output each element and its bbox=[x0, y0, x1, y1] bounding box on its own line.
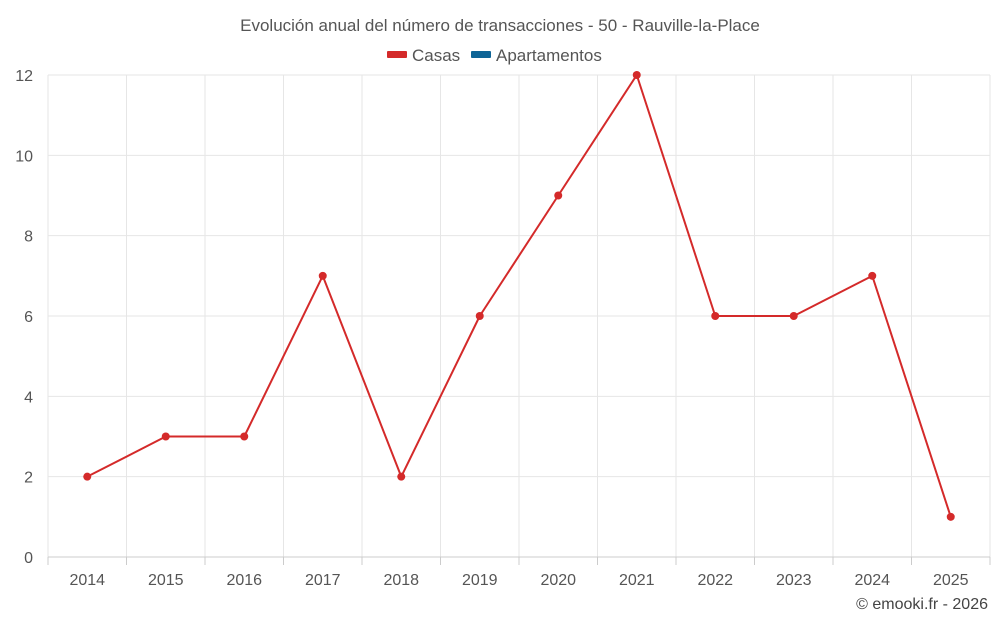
legend-item-casas[interactable]: Casas bbox=[387, 46, 460, 65]
data-point-casas-2014[interactable] bbox=[83, 472, 92, 481]
grid bbox=[47, 74, 991, 557]
legend-swatch-casas bbox=[387, 51, 407, 58]
x-tick-label: 2014 bbox=[69, 572, 105, 589]
legend: Casas Apartamentos bbox=[387, 46, 602, 65]
y-tick-label: 12 bbox=[15, 68, 33, 85]
series-casas bbox=[83, 71, 955, 521]
y-tick-label: 0 bbox=[24, 550, 33, 567]
data-point-casas-2022[interactable] bbox=[711, 312, 720, 320]
chart-title: Evolución anual del número de transaccio… bbox=[240, 16, 760, 35]
data-point-casas-2018[interactable] bbox=[397, 472, 406, 481]
x-tick-label: 2018 bbox=[383, 572, 419, 589]
y-tick-label: 4 bbox=[24, 389, 33, 406]
legend-label-casas: Casas bbox=[412, 46, 460, 65]
data-point-casas-2021[interactable] bbox=[632, 71, 641, 79]
legend-item-apartamentos[interactable]: Apartamentos bbox=[471, 46, 602, 65]
data-point-casas-2025[interactable] bbox=[946, 512, 955, 521]
x-tick-label: 2021 bbox=[619, 572, 655, 589]
data-point-casas-2019[interactable] bbox=[475, 312, 484, 320]
data-point-casas-2017[interactable] bbox=[318, 271, 327, 280]
y-tick-label: 8 bbox=[24, 229, 33, 246]
legend-swatch-apartamentos bbox=[471, 51, 491, 58]
y-axis-ticks: 0 2 4 6 8 10 12 bbox=[15, 68, 33, 567]
x-tick-label: 2025 bbox=[933, 572, 969, 589]
y-tick-label: 6 bbox=[24, 309, 33, 326]
x-tick-label: 2015 bbox=[148, 572, 184, 589]
data-point-casas-2016[interactable] bbox=[240, 432, 249, 441]
x-tick-label: 2022 bbox=[697, 572, 733, 589]
data-point-casas-2024[interactable] bbox=[868, 271, 877, 280]
x-tick-label: 2016 bbox=[226, 572, 262, 589]
data-point-casas-2023[interactable] bbox=[789, 312, 798, 320]
y-tick-label: 2 bbox=[24, 470, 33, 487]
data-point-casas-2020[interactable] bbox=[554, 191, 563, 200]
x-axis-ticks: 2014 2015 2016 2017 2018 2019 2020 2021 2022 2023… bbox=[69, 572, 968, 589]
series-line-casas bbox=[86, 74, 952, 518]
credit-text: © emooki.fr - 2026 bbox=[856, 596, 988, 613]
legend-label-apartamentos: Apartamentos bbox=[496, 46, 602, 65]
y-tick-label: 10 bbox=[15, 148, 33, 165]
x-tick-label: 2017 bbox=[305, 572, 341, 589]
x-tick-label: 2024 bbox=[854, 572, 890, 589]
x-tick-label: 2020 bbox=[540, 572, 576, 589]
x-tick-label: 2023 bbox=[776, 572, 812, 589]
axes bbox=[47, 556, 991, 565]
data-point-casas-2015[interactable] bbox=[161, 432, 170, 441]
x-tick-label: 2019 bbox=[462, 572, 498, 589]
